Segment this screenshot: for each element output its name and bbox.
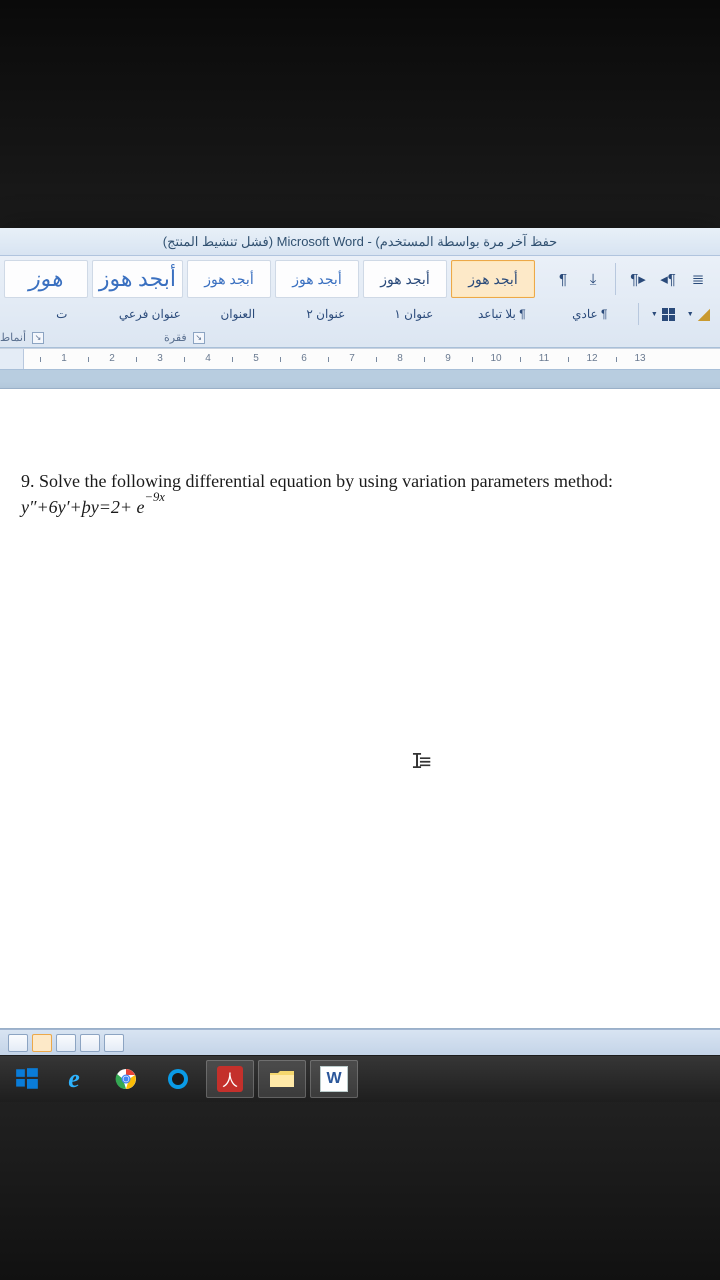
ruler-number: 1 xyxy=(61,353,67,364)
view-print-layout[interactable] xyxy=(8,1034,28,1052)
taskbar-start[interactable] xyxy=(8,1060,46,1098)
paragraph-group-label: ↘ فقرة xyxy=(164,331,245,344)
fill-color-icon[interactable]: ◢ xyxy=(698,304,710,324)
ruler-number: 9 xyxy=(445,353,451,364)
titlebar: حفظ آخر مرة بواسطة المستخدم) - Microsoft… xyxy=(0,228,720,256)
ruler-number: 6 xyxy=(301,353,307,364)
ltr-icon[interactable]: ▸¶ xyxy=(626,268,650,290)
sort-icon[interactable]: ⤓ xyxy=(581,268,605,290)
style-sub-4: العنوان xyxy=(196,302,280,326)
pilcrow-icon[interactable]: ¶ xyxy=(551,268,575,290)
para-label: فقرة xyxy=(164,331,187,344)
expand-icon[interactable]: ↘ xyxy=(32,332,44,344)
ruler-number: 5 xyxy=(253,353,259,364)
document-area: 9. Solve the following differential equa… xyxy=(0,370,720,1029)
ruler-track: 12345678910111213 xyxy=(30,349,720,369)
taskbar-word[interactable]: W xyxy=(310,1060,358,1098)
ruler-number: 3 xyxy=(157,353,163,364)
rtl-icon[interactable]: ¶◂ xyxy=(656,268,680,290)
paragraph-group: ≣ ¶◂ ▸¶ ⤓ ¶ xyxy=(545,263,716,295)
style-sub-2: عنوان ١ xyxy=(372,302,456,326)
ribbon-sub-row: ◢▼ ▼ ¶ عادي¶ بلا تباعدعنوان ١عنوان ٢العن… xyxy=(0,300,720,330)
style-3[interactable]: أبجد هوز xyxy=(187,260,271,298)
ruler-tab-selector[interactable] xyxy=(0,349,24,369)
ribbon-group-label-row: ↘ فقرة ↘ أنماط xyxy=(0,330,720,347)
statusbar xyxy=(0,1029,720,1055)
ribbon-styles-row: ≣ ¶◂ ▸¶ ⤓ ¶ أبجد هوزأبجد هوزأبجد هوزأبجد… xyxy=(0,258,720,300)
windows-taskbar: e人W xyxy=(0,1056,720,1102)
style-0[interactable]: أبجد هوز xyxy=(451,260,535,298)
ruler-number: 13 xyxy=(634,353,645,364)
ruler-number: 2 xyxy=(109,353,115,364)
borders-icon[interactable] xyxy=(662,308,675,321)
horizontal-ruler[interactable]: 12345678910111213 xyxy=(0,348,720,370)
ruler-number: 12 xyxy=(586,353,597,364)
style-sub-5: عنوان فرعي xyxy=(108,302,192,326)
problem-line1: 9. Solve the following differential equa… xyxy=(21,471,613,491)
styles-gallery[interactable]: أبجد هوزأبجد هوزأبجد هوزأبجد هوزأبجد هوز… xyxy=(0,260,537,298)
style-sub-0: ¶ عادي xyxy=(548,302,632,326)
styles-sublabels: ¶ عادي¶ بلا تباعدعنوان ١عنوان ٢العنوانعن… xyxy=(18,302,634,326)
list-icon[interactable]: ≣ xyxy=(686,268,710,290)
style-sub-3: عنوان ٢ xyxy=(284,302,368,326)
view-fullscreen[interactable] xyxy=(32,1034,52,1052)
taskbar-chrome[interactable] xyxy=(102,1060,150,1098)
text-cursor-icon: I≡ xyxy=(411,749,427,773)
ruler-number: 11 xyxy=(539,353,549,364)
photo-frame: حفظ آخر مرة بواسطة المستخدم) - Microsoft… xyxy=(0,0,720,1280)
word-window: حفظ آخر مرة بواسطة المستخدم) - Microsoft… xyxy=(0,228,720,1055)
problem-text: 9. Solve the following differential equa… xyxy=(21,469,699,520)
style-2[interactable]: أبجد هوز xyxy=(275,260,359,298)
eq-lhs: y″+6y′+þy=2+ e xyxy=(21,497,144,517)
separator xyxy=(638,303,639,325)
taskbar-acrobat[interactable]: 人 xyxy=(206,1060,254,1098)
view-outline[interactable] xyxy=(80,1034,100,1052)
view-web[interactable] xyxy=(56,1034,76,1052)
dropdown-icon[interactable]: ▼ xyxy=(685,311,696,318)
taskbar-explorer[interactable] xyxy=(258,1060,306,1098)
styles-label: أنماط xyxy=(0,331,26,344)
ruler-number: 8 xyxy=(397,353,403,364)
style-5[interactable]: هوز xyxy=(4,260,88,298)
taskbar-items: e人W xyxy=(8,1060,358,1098)
equation: y″+6y′+þy=2+ e−9x xyxy=(21,497,165,517)
styles-group-label: ↘ أنماط xyxy=(0,331,164,344)
ruler-number: 4 xyxy=(205,353,211,364)
page[interactable]: 9. Solve the following differential equa… xyxy=(0,388,720,1029)
dropdown-icon[interactable]: ▼ xyxy=(649,311,660,318)
ruler-number: 10 xyxy=(490,353,501,364)
ribbon: ≣ ¶◂ ▸¶ ⤓ ¶ أبجد هوزأبجد هوزأبجد هوزأبجد… xyxy=(0,256,720,348)
style-1[interactable]: أبجد هوز xyxy=(363,260,447,298)
style-sub-6: ت xyxy=(20,302,104,326)
ruler-number: 7 xyxy=(349,353,355,364)
taskbar-opera[interactable] xyxy=(154,1060,202,1098)
separator xyxy=(615,263,616,295)
style-4[interactable]: أبجد هوز xyxy=(92,260,183,298)
border-fill-tools: ◢▼ ▼ xyxy=(643,304,716,324)
window-title: حفظ آخر مرة بواسطة المستخدم) - Microsoft… xyxy=(163,234,557,250)
style-sub-1: ¶ بلا تباعد xyxy=(460,302,544,326)
taskbar-ie[interactable]: e xyxy=(50,1060,98,1098)
eq-exponent: −9x xyxy=(144,490,164,504)
expand-icon[interactable]: ↘ xyxy=(193,332,205,344)
view-draft[interactable] xyxy=(104,1034,124,1052)
